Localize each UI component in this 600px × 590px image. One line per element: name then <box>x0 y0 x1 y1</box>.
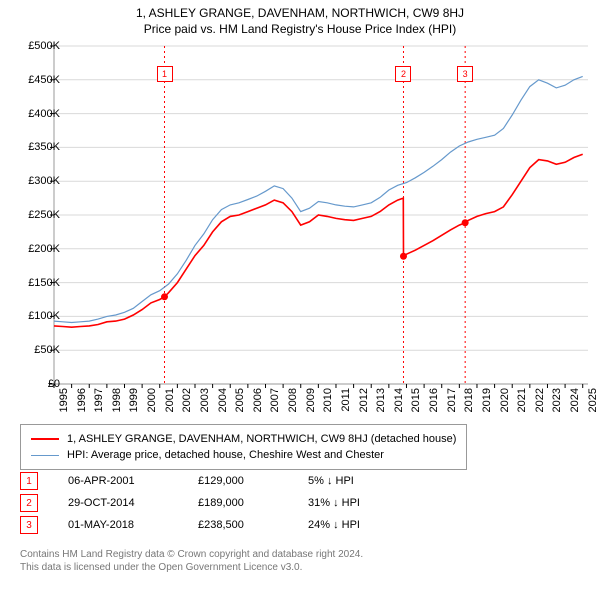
x-tick-label: 2020 <box>499 388 511 412</box>
chart-svg <box>54 46 588 384</box>
x-tick-label: 2011 <box>340 388 352 412</box>
x-tick-label: 2002 <box>181 388 193 412</box>
x-tick-label: 1997 <box>93 388 105 412</box>
sale-pct: 24% ↓ HPI <box>308 519 448 531</box>
sale-pct: 31% ↓ HPI <box>308 497 448 509</box>
legend-swatch-property <box>31 438 59 440</box>
x-tick-label: 2010 <box>322 388 334 412</box>
sale-pct: 5% ↓ HPI <box>308 475 448 487</box>
chart-container: 1, ASHLEY GRANGE, DAVENHAM, NORTHWICH, C… <box>0 0 600 590</box>
x-tick-label: 2009 <box>305 388 317 412</box>
y-tick-label: £350K <box>10 141 60 153</box>
x-tick-label: 2024 <box>569 388 581 412</box>
chart-sale-marker: 3 <box>457 66 473 82</box>
sale-price: £238,500 <box>198 519 308 531</box>
x-tick-label: 2004 <box>217 388 229 412</box>
legend-swatch-hpi <box>31 455 59 456</box>
table-row: 2 29-OCT-2014 £189,000 31% ↓ HPI <box>20 492 448 514</box>
x-tick-label: 2000 <box>146 388 158 412</box>
chart-title: 1, ASHLEY GRANGE, DAVENHAM, NORTHWICH, C… <box>0 0 600 20</box>
y-tick-label: £450K <box>10 74 60 86</box>
y-tick-label: £0 <box>10 378 60 390</box>
attribution-line2: This data is licensed under the Open Gov… <box>20 561 363 574</box>
x-tick-label: 1995 <box>58 388 70 412</box>
legend-label-property: 1, ASHLEY GRANGE, DAVENHAM, NORTHWICH, C… <box>67 433 456 445</box>
legend-item-hpi: HPI: Average price, detached house, Ches… <box>31 447 456 463</box>
sale-price: £129,000 <box>198 475 308 487</box>
y-tick-label: £400K <box>10 108 60 120</box>
y-tick-label: £150K <box>10 277 60 289</box>
sale-date: 01-MAY-2018 <box>68 519 198 531</box>
y-tick-label: £100K <box>10 310 60 322</box>
x-tick-label: 2005 <box>234 388 246 412</box>
x-tick-label: 2016 <box>428 388 440 412</box>
x-tick-label: 2021 <box>516 388 528 412</box>
x-tick-label: 2003 <box>199 388 211 412</box>
sale-marker-3: 3 <box>20 516 38 534</box>
chart-sale-marker: 1 <box>157 66 173 82</box>
y-tick-label: £500K <box>10 40 60 52</box>
x-tick-label: 2012 <box>358 388 370 412</box>
sale-marker-1: 1 <box>20 472 38 490</box>
x-tick-label: 2013 <box>375 388 387 412</box>
x-tick-label: 2017 <box>446 388 458 412</box>
x-tick-label: 2022 <box>534 388 546 412</box>
x-tick-label: 2007 <box>269 388 281 412</box>
x-tick-label: 2025 <box>587 388 599 412</box>
legend-label-hpi: HPI: Average price, detached house, Ches… <box>67 449 384 461</box>
x-tick-label: 1998 <box>111 388 123 412</box>
attribution: Contains HM Land Registry data © Crown c… <box>20 548 363 574</box>
sales-table: 1 06-APR-2001 £129,000 5% ↓ HPI 2 29-OCT… <box>20 470 448 536</box>
attribution-line1: Contains HM Land Registry data © Crown c… <box>20 548 363 561</box>
x-tick-label: 2015 <box>410 388 422 412</box>
x-tick-label: 1996 <box>76 388 88 412</box>
chart-sale-marker: 2 <box>395 66 411 82</box>
y-tick-label: £200K <box>10 243 60 255</box>
sale-marker-2: 2 <box>20 494 38 512</box>
x-tick-label: 1999 <box>128 388 140 412</box>
x-tick-label: 2014 <box>393 388 405 412</box>
x-tick-label: 2006 <box>252 388 264 412</box>
chart-subtitle: Price paid vs. HM Land Registry's House … <box>0 20 600 40</box>
sale-price: £189,000 <box>198 497 308 509</box>
y-tick-label: £300K <box>10 175 60 187</box>
y-tick-label: £250K <box>10 209 60 221</box>
legend-item-property: 1, ASHLEY GRANGE, DAVENHAM, NORTHWICH, C… <box>31 431 456 447</box>
x-tick-label: 2001 <box>164 388 176 412</box>
table-row: 3 01-MAY-2018 £238,500 24% ↓ HPI <box>20 514 448 536</box>
x-tick-label: 2019 <box>481 388 493 412</box>
x-tick-label: 2023 <box>551 388 563 412</box>
sale-date: 29-OCT-2014 <box>68 497 198 509</box>
table-row: 1 06-APR-2001 £129,000 5% ↓ HPI <box>20 470 448 492</box>
y-tick-label: £50K <box>10 344 60 356</box>
x-tick-label: 2018 <box>463 388 475 412</box>
chart-plot-area <box>54 46 588 384</box>
sale-date: 06-APR-2001 <box>68 475 198 487</box>
legend: 1, ASHLEY GRANGE, DAVENHAM, NORTHWICH, C… <box>20 424 467 470</box>
x-tick-label: 2008 <box>287 388 299 412</box>
